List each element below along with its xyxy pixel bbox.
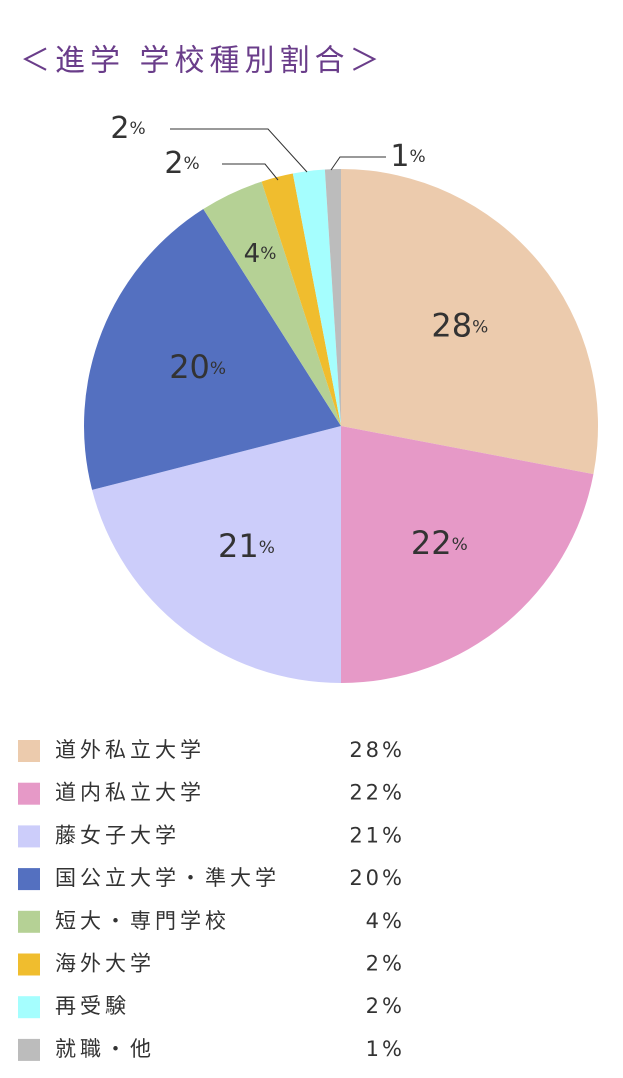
legend-label: 藤女子大学 [55, 823, 180, 847]
leader-line [222, 163, 279, 181]
pie-slice [92, 426, 341, 683]
legend-label: 再受験 [55, 994, 130, 1018]
legend-label: 国公立大学・準大学 [55, 866, 280, 890]
pie-slice [261, 173, 341, 426]
legend-label: 道外私立大学 [55, 738, 205, 762]
leader-line [330, 156, 386, 171]
pie-slice [83, 209, 341, 490]
legend-label: 道内私立大学 [55, 781, 205, 805]
legend-value: 28% [349, 738, 405, 762]
slice-label: 21% [218, 527, 275, 565]
legend-swatch [18, 1038, 40, 1061]
slice-label: 1% [390, 139, 425, 174]
legend-value: 2% [366, 994, 405, 1018]
legend-swatch [18, 782, 40, 805]
chart-title: ＜進学 学校種別割合＞ [20, 44, 385, 79]
slice-label: 2% [164, 146, 199, 181]
legend-value: 4% [366, 909, 405, 933]
legend-value: 2% [366, 952, 405, 976]
legend-value: 20% [349, 866, 405, 890]
legend-value: 21% [349, 823, 405, 847]
legend-label: 海外大学 [55, 952, 155, 976]
leader-line [170, 128, 308, 173]
legend-swatch [18, 825, 40, 848]
slice-label: 22% [411, 524, 468, 562]
legend-value: 22% [349, 781, 405, 805]
slice-label: 2% [110, 111, 145, 146]
slice-label: 4% [244, 238, 277, 268]
slice-label: 28% [431, 307, 488, 345]
legend-swatch [18, 740, 40, 762]
legend-swatch [18, 996, 40, 1019]
pie-slice [341, 426, 594, 683]
legend-swatch [18, 953, 40, 976]
legend-label: 短大・専門学校 [55, 909, 230, 933]
legend-value: 1% [366, 1037, 405, 1061]
pie-slice [203, 181, 341, 426]
legend-swatch [18, 910, 40, 933]
pie-slice [341, 169, 598, 475]
slice-label: 20% [169, 348, 226, 386]
legend-label: 就職・他 [55, 1037, 155, 1061]
pie-slice [292, 169, 341, 426]
pie-slice [324, 169, 341, 426]
legend-swatch [18, 868, 40, 891]
